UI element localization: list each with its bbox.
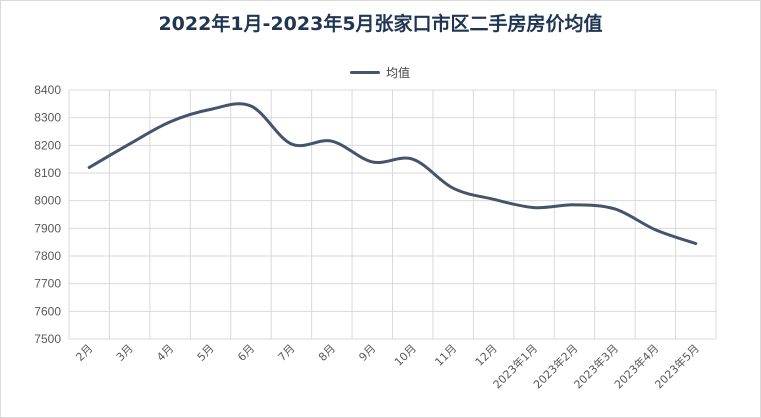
- x-tick-label: 8月: [316, 342, 338, 364]
- x-tick-label: 6月: [235, 342, 257, 364]
- y-tick-label: 7600: [34, 304, 61, 318]
- y-tick-label: 7800: [34, 249, 61, 263]
- y-tick-label: 8400: [34, 83, 61, 97]
- x-tick-label: 4月: [154, 342, 176, 364]
- y-tick-label: 8300: [34, 111, 61, 125]
- y-tick-label: 7700: [34, 277, 61, 291]
- y-tick-label: 7900: [34, 221, 61, 235]
- x-tick-label: 11月: [432, 342, 459, 369]
- x-tick-label: 2023年5月: [652, 341, 702, 391]
- y-tick-label: 8000: [34, 194, 61, 208]
- chart-title: 2022年1月-2023年5月张家口市区二手房房价均值: [158, 13, 603, 35]
- x-tick-label: 9月: [356, 342, 378, 364]
- x-tick-label: 5月: [195, 342, 217, 364]
- legend: 均值: [350, 64, 410, 81]
- y-tick-label: 8200: [34, 138, 61, 152]
- x-tick-label: 12月: [473, 342, 500, 369]
- y-tick-label: 8100: [34, 166, 61, 180]
- legend-swatch: [350, 71, 380, 74]
- legend-label: 均值: [386, 66, 411, 80]
- series-line: [87, 102, 698, 246]
- x-tick-label: 10月: [392, 342, 419, 369]
- y-tick-label: 7500: [34, 332, 61, 346]
- x-tick-label: 3月: [114, 342, 136, 364]
- x-tick-label: 2月: [73, 342, 95, 364]
- x-tick-label: 7月: [276, 342, 298, 364]
